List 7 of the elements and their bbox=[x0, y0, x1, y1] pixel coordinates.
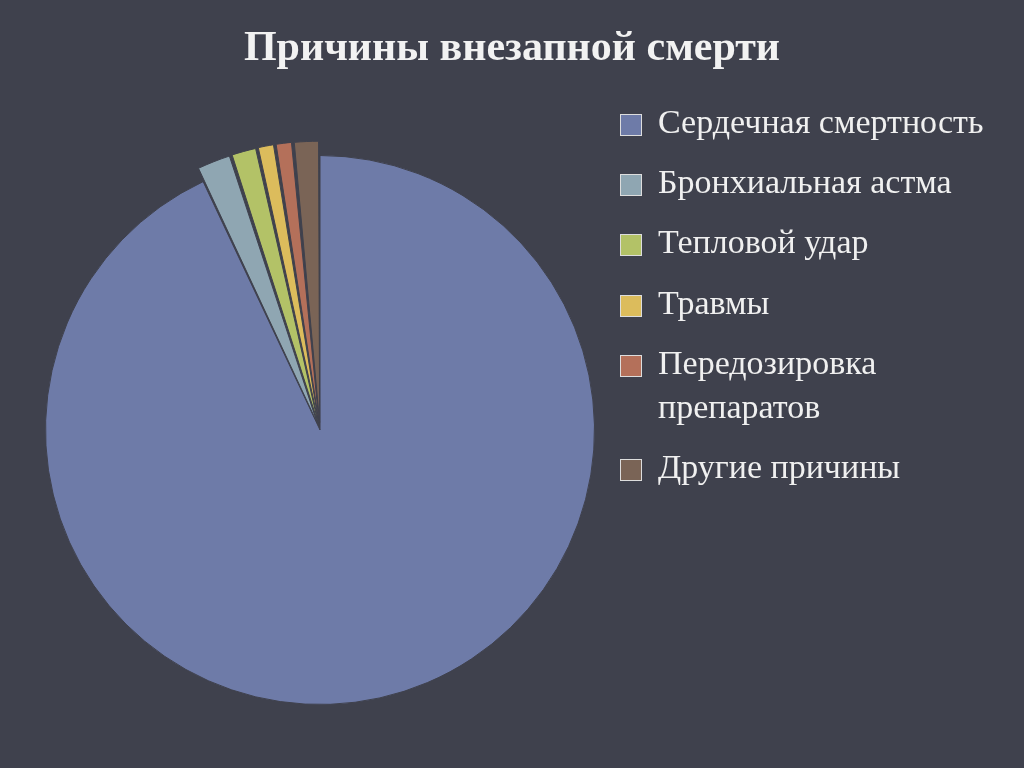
legend-label: Сердечная смертность bbox=[658, 102, 984, 142]
legend-label: Передозировка препаратов bbox=[658, 342, 878, 427]
legend-label: Бронхиальная астма bbox=[658, 162, 952, 203]
legend-label: Травмы bbox=[658, 282, 770, 323]
chart-title: Причины внезапной смерти bbox=[242, 22, 782, 70]
legend-label: Тепловой удар bbox=[658, 222, 869, 263]
legend-label: Другие причины bbox=[658, 447, 901, 488]
